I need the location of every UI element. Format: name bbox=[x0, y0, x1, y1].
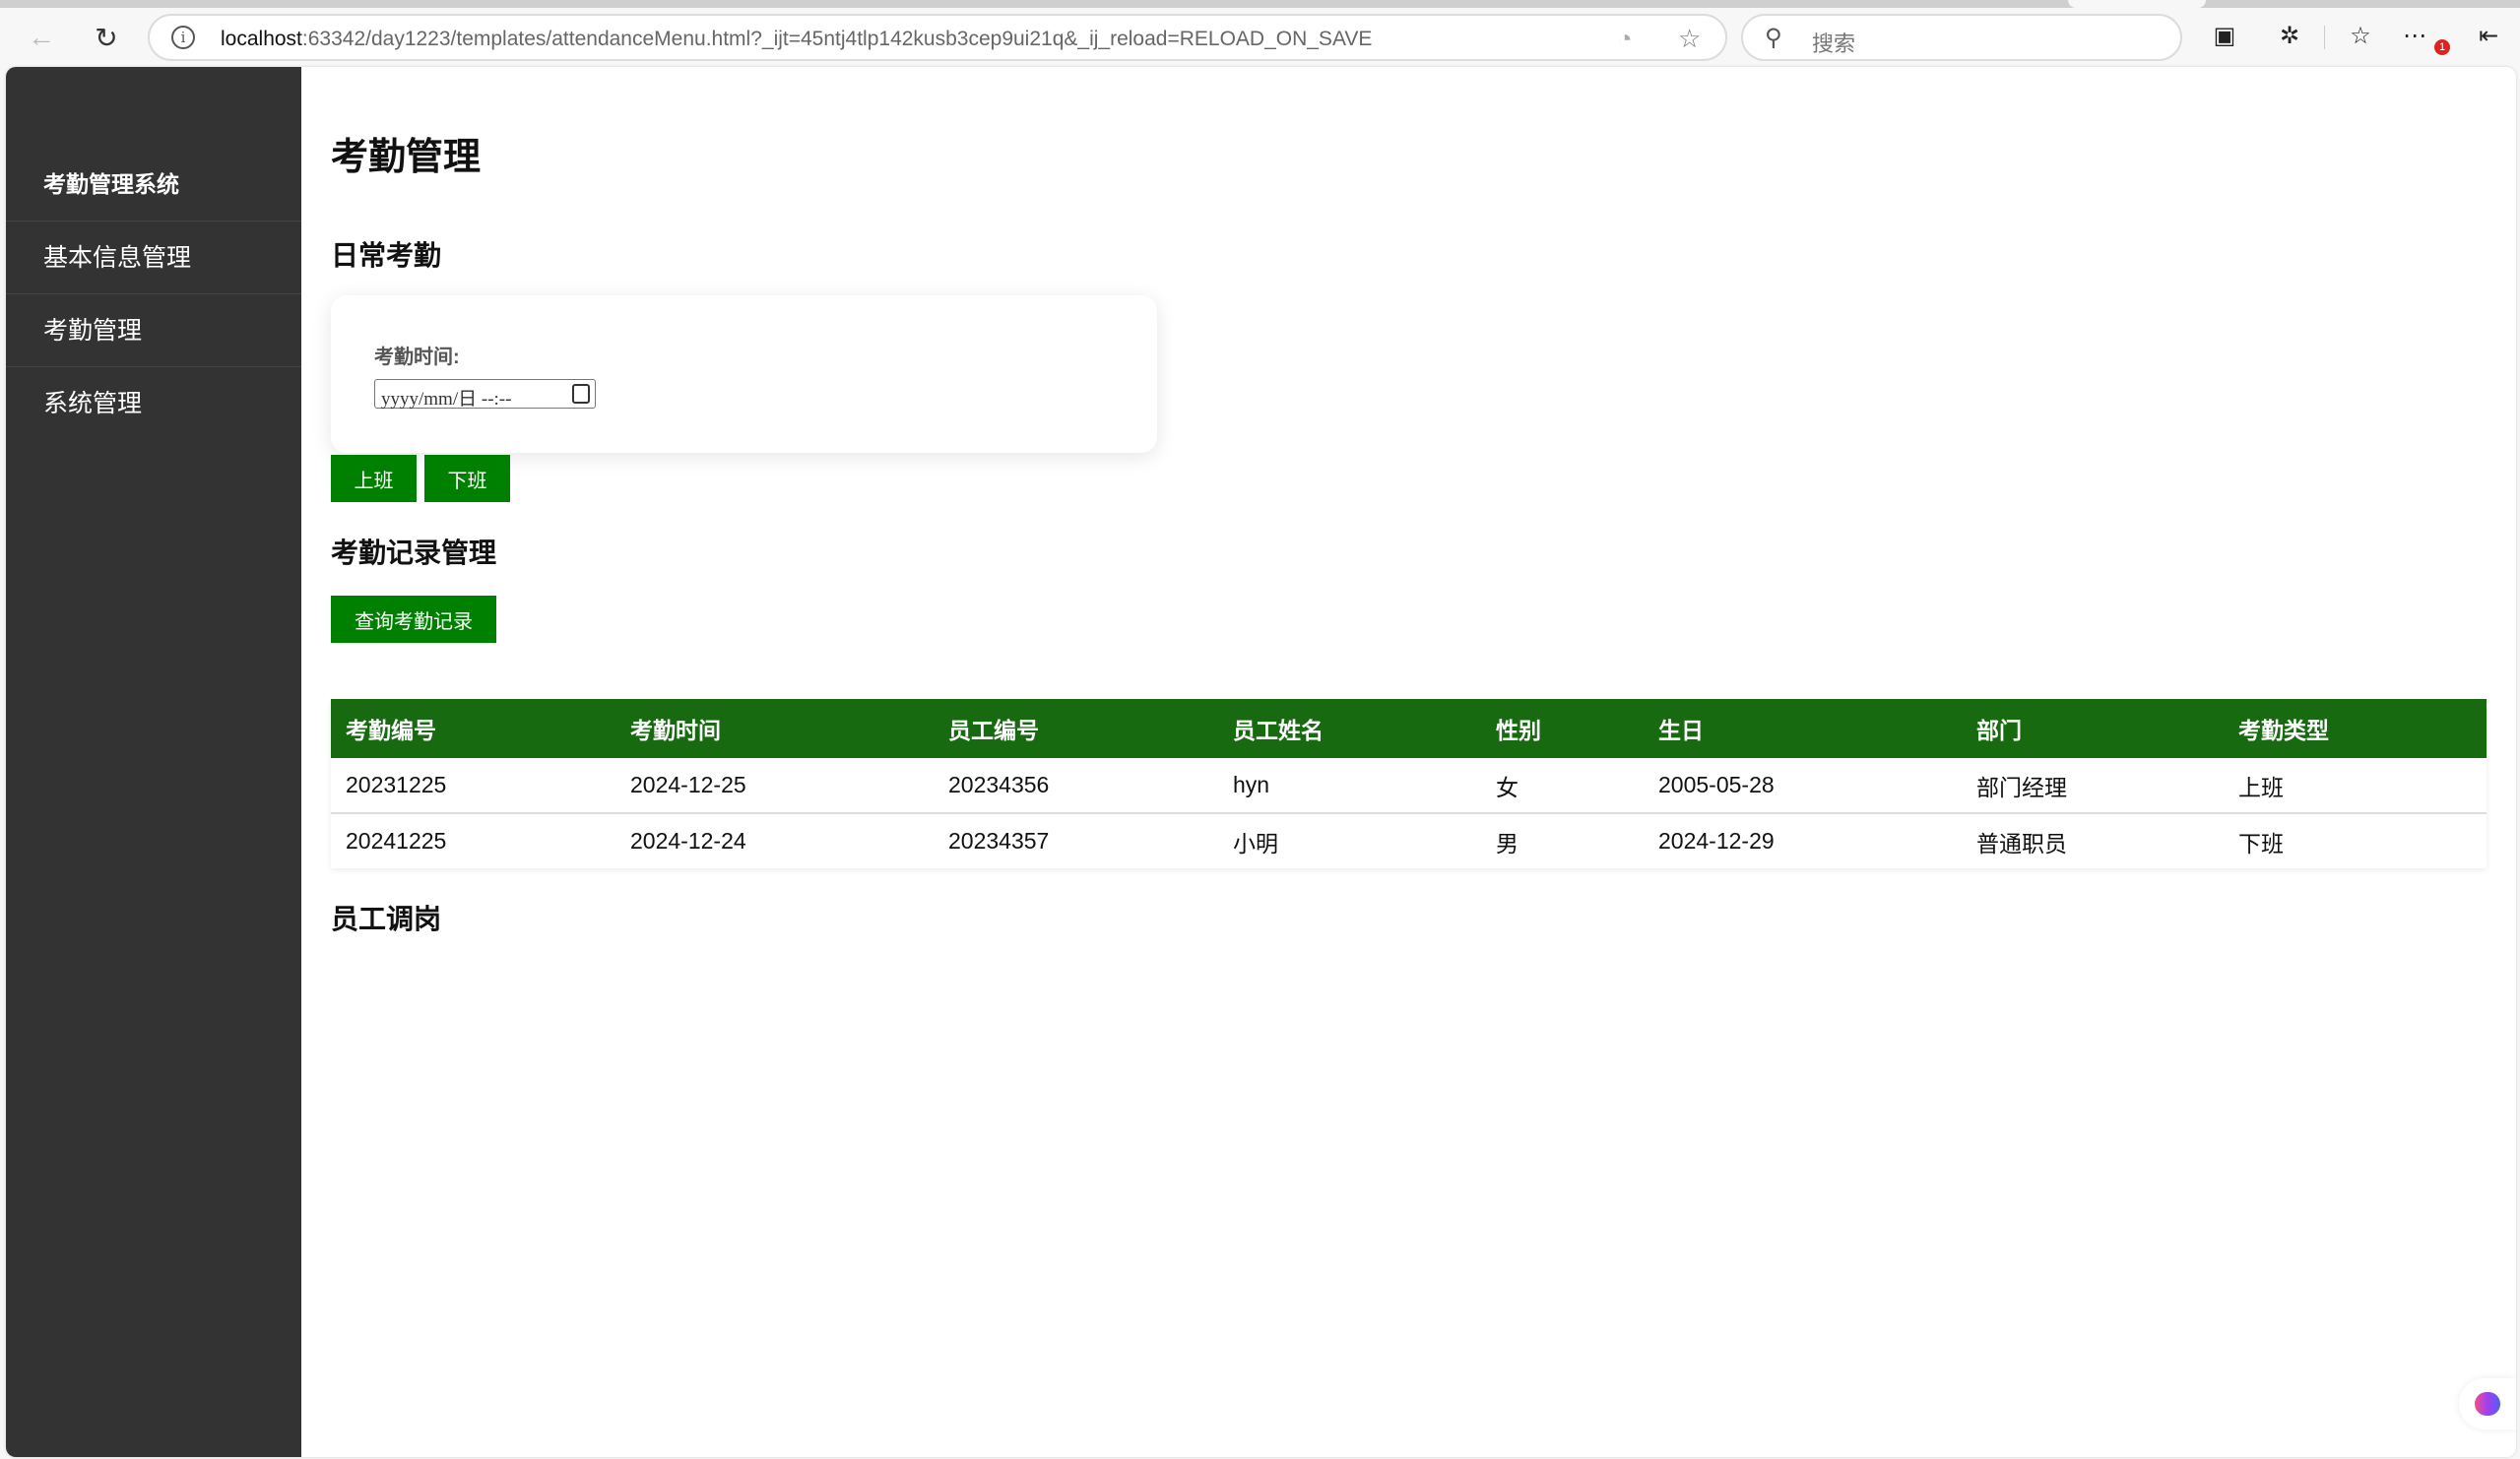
table-row: 20241225 2024-12-24 20234357 小明 男 2024-1… bbox=[331, 813, 2487, 868]
attendance-card: 考勤时间: yyyy/mm/日 --:-- bbox=[331, 295, 1157, 453]
info-icon[interactable]: i bbox=[171, 26, 195, 49]
cell-department: 普通职员 bbox=[1976, 830, 2067, 856]
extensions-puzzle-icon[interactable]: ✲ bbox=[2279, 23, 2300, 49]
cell-birthday: 2024-12-29 bbox=[1658, 828, 1775, 854]
daily-attendance-heading: 日常考勤 bbox=[331, 240, 442, 271]
calendar-icon[interactable] bbox=[572, 384, 590, 404]
url-text[interactable]: localhost:63342/day1223/templates/attend… bbox=[221, 28, 1372, 51]
reload-icon[interactable]: ↻ bbox=[95, 22, 118, 53]
datetime-placeholder: yyyy/mm/日 --:-- bbox=[381, 389, 512, 410]
sidebar-item-attendance[interactable]: 考勤管理 bbox=[6, 293, 301, 366]
transfer-heading: 员工调岗 bbox=[331, 904, 442, 934]
page-title: 考勤管理 bbox=[331, 137, 482, 178]
sidebar-item-system[interactable]: 系统管理 bbox=[6, 366, 301, 439]
cell-birthday: 2005-05-28 bbox=[1644, 758, 1962, 814]
back-icon[interactable]: ← bbox=[28, 22, 55, 52]
cell-gender: 男 bbox=[1496, 830, 1518, 856]
edge-refresh-icon[interactable]: ◔ bbox=[1617, 24, 1633, 53]
sidebar-toggle-icon[interactable]: ⇤ bbox=[2478, 23, 2499, 49]
cell-attendance-id: 20241225 bbox=[346, 828, 447, 854]
table-header-row: 考勤编号 考勤时间 员工编号 员工姓名 性别 生日 部门 考勤类型 bbox=[331, 699, 2487, 758]
query-records-button[interactable]: 查询考勤记录 bbox=[331, 596, 496, 643]
attendance-time-label: 考勤时间: bbox=[374, 347, 460, 368]
cell-employee-name: hyn bbox=[1218, 758, 1481, 814]
col-department: 部门 bbox=[1962, 699, 2224, 758]
cell-attendance-id: 20231225 bbox=[331, 758, 615, 814]
toolbar-divider bbox=[2324, 26, 2325, 49]
cell-attendance-time: 2024-12-25 bbox=[615, 758, 934, 814]
col-birthday: 生日 bbox=[1644, 699, 1962, 758]
more-icon[interactable]: ⋯ bbox=[2403, 23, 2426, 49]
cell-department: 部门经理 bbox=[1962, 758, 2224, 814]
cell-employee-id: 20234357 bbox=[948, 828, 1050, 854]
cell-gender: 女 bbox=[1481, 758, 1644, 814]
favorites-icon[interactable]: ☆ bbox=[2350, 23, 2371, 49]
sidebar: 考勤管理系统 基本信息管理 考勤管理 系统管理 bbox=[6, 67, 301, 1457]
tab-strip bbox=[0, 0, 2520, 8]
search-placeholder: 搜索 bbox=[1812, 32, 1856, 56]
sidebar-item-basic-info[interactable]: 基本信息管理 bbox=[6, 221, 301, 293]
sidebar-title: 考勤管理系统 bbox=[43, 171, 179, 197]
search-box[interactable]: ⚲ 搜索 bbox=[1741, 14, 2182, 61]
col-attendance-type: 考勤类型 bbox=[2224, 699, 2487, 758]
cell-attendance-type: 上班 bbox=[2224, 758, 2487, 814]
active-tab[interactable] bbox=[2068, 0, 2206, 8]
url-host: localhost bbox=[221, 28, 302, 50]
col-gender: 性别 bbox=[1481, 699, 1644, 758]
clock-in-button[interactable]: 上班 bbox=[331, 455, 417, 502]
col-attendance-time: 考勤时间 bbox=[615, 699, 934, 758]
address-bar[interactable]: i localhost:63342/day1223/templates/atte… bbox=[148, 14, 1727, 61]
attendance-datetime-input[interactable]: yyyy/mm/日 --:-- bbox=[374, 379, 596, 410]
browser-toolbar: ← ↻ i localhost:63342/day1223/templates/… bbox=[0, 8, 2520, 67]
search-icon: ⚲ bbox=[1765, 25, 1782, 51]
update-badge: 1 bbox=[2434, 39, 2450, 55]
table-row: 20231225 2024-12-25 20234356 hyn 女 2005-… bbox=[331, 758, 2487, 814]
col-employee-id: 员工编号 bbox=[934, 699, 1218, 758]
main-content: 考勤管理 日常考勤 考勤时间: yyyy/mm/日 --:-- 上班 下班 考勤… bbox=[331, 67, 2516, 1457]
records-heading: 考勤记录管理 bbox=[331, 538, 497, 568]
page: 考勤管理系统 基本信息管理 考勤管理 系统管理 考勤管理 日常考勤 考勤时间: … bbox=[6, 67, 2516, 1457]
favorite-star-icon[interactable]: ☆ bbox=[1678, 24, 1702, 53]
col-attendance-id: 考勤编号 bbox=[331, 699, 615, 758]
url-path: :63342/day1223/templates/attendanceMenu.… bbox=[301, 28, 1373, 50]
col-employee-name: 员工姓名 bbox=[1218, 699, 1481, 758]
attendance-table: 考勤编号 考勤时间 员工编号 员工姓名 性别 生日 部门 考勤类型 202312… bbox=[331, 699, 2487, 868]
cell-attendance-time: 2024-12-24 bbox=[630, 828, 746, 854]
clock-out-button[interactable]: 下班 bbox=[424, 455, 510, 502]
cell-employee-id: 20234356 bbox=[934, 758, 1218, 814]
cell-attendance-type: 下班 bbox=[2238, 830, 2284, 856]
copilot-brain-icon[interactable] bbox=[2459, 1378, 2516, 1429]
brain-glyph bbox=[2475, 1392, 2500, 1416]
extension-icon[interactable]: ▣ bbox=[2213, 23, 2236, 49]
cell-employee-name: 小明 bbox=[1233, 830, 1278, 856]
